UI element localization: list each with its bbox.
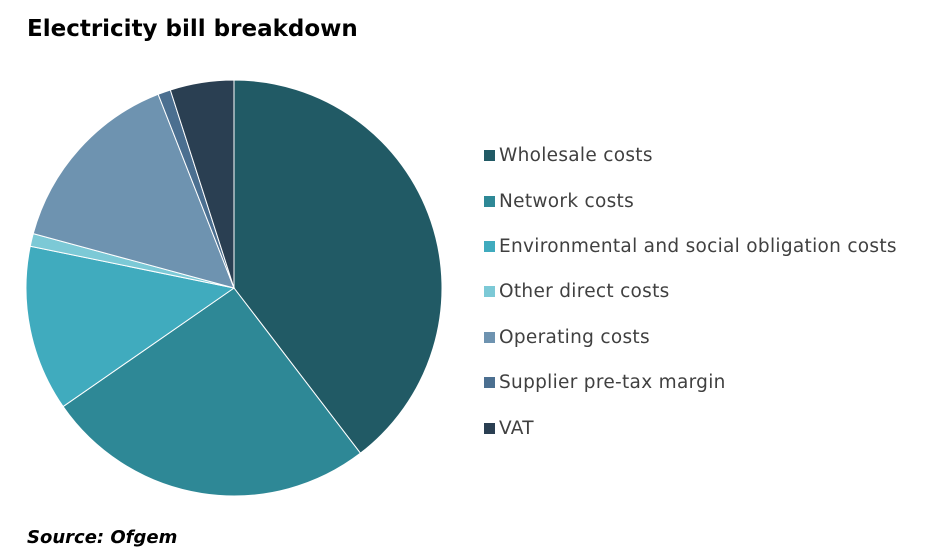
legend-label: Operating costs xyxy=(499,326,650,348)
legend-item: Operating costs xyxy=(484,315,934,360)
legend-label: Wholesale costs xyxy=(499,145,653,167)
legend-swatch xyxy=(484,377,495,389)
legend-label: Other direct costs xyxy=(499,281,670,303)
source-note: Source: Ofgem xyxy=(27,527,178,548)
legend-item: Network costs xyxy=(484,178,934,223)
legend-swatch xyxy=(484,331,495,343)
pie-slice-environmental-and-social-obligation-costs xyxy=(25,245,236,408)
legend-label: VAT xyxy=(499,417,534,439)
pie-slice-network-costs xyxy=(62,287,362,497)
legend-label: Supplier pre-tax margin xyxy=(499,372,726,394)
chart-legend: Wholesale costs Network costs Environmenta… xyxy=(484,133,934,451)
pie-slice-wholesale-costs xyxy=(233,79,443,454)
legend-item: Supplier pre-tax margin xyxy=(484,360,934,405)
chart-title: Electricity bill breakdown xyxy=(27,16,358,42)
legend-swatch xyxy=(484,422,495,434)
pie-slice-operating-costs xyxy=(32,93,235,289)
legend-item: Other direct costs xyxy=(484,269,934,314)
legend-swatch xyxy=(484,195,495,207)
legend-item: Wholesale costs xyxy=(484,133,934,178)
legend-label: Network costs xyxy=(499,190,635,212)
legend-swatch xyxy=(484,286,495,298)
pie-slices xyxy=(25,79,443,497)
legend-item: Environmental and social obligation cost… xyxy=(484,224,934,269)
legend-item: VAT xyxy=(484,405,934,450)
pie-slice-vat xyxy=(169,79,235,289)
legend-swatch xyxy=(484,150,495,162)
legend-label: Environmental and social obligation cost… xyxy=(499,235,897,257)
legend-swatch xyxy=(484,240,495,252)
